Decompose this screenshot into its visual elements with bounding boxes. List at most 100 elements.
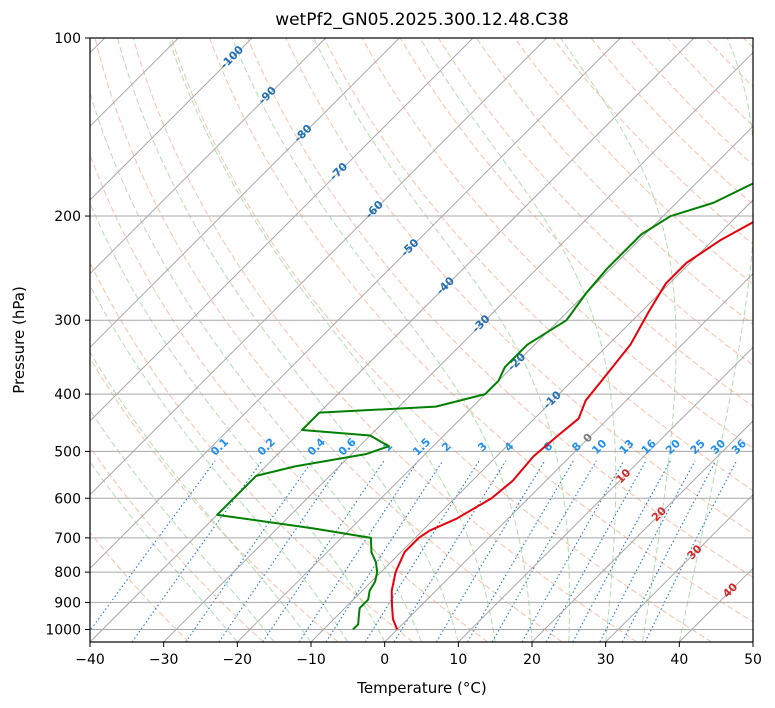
x-tick-label: 30: [597, 652, 615, 668]
isotherm-line: [752, 641, 753, 642]
isotherm-line: [163, 51, 753, 642]
dry-adiabat-line: [90, 261, 414, 642]
moist-adiabat-line: [90, 409, 275, 642]
dry-adiabat-line: [743, 38, 753, 49]
x-tick-label: 0: [380, 652, 389, 668]
mixing-ratio-label: 30: [708, 437, 728, 457]
y-tick-label: 600: [54, 491, 81, 507]
isotherm-line: [236, 125, 753, 642]
dry-adiabat-line: [590, 38, 753, 206]
dry-adiabat-line: [90, 446, 264, 642]
y-tick-label: 800: [54, 565, 81, 581]
dry-adiabat-line: [285, 38, 753, 535]
mixing-ratio-label: 16: [639, 437, 659, 457]
x-tick-label: 50: [744, 652, 762, 668]
dry-adiabat-line: [209, 38, 753, 623]
dewpoint-profile-line: [216, 182, 753, 631]
isotherm-line: [384, 272, 753, 642]
mixing-ratio-line: [467, 460, 574, 642]
y-axis-label: Pressure (hPa): [10, 286, 28, 394]
mixing-ratio-line: [521, 460, 625, 642]
dry-adiabat-line: [514, 38, 753, 285]
moist-adiabat-line: [90, 284, 349, 642]
isotherm-line: [90, 38, 474, 422]
x-tick-label: −20: [223, 652, 253, 668]
mixing-ratio-label: 20: [663, 437, 683, 457]
mixing-ratio-label: 36: [729, 437, 749, 457]
mixing-ratio-line: [435, 460, 546, 642]
x-tick-label: −10: [296, 652, 326, 668]
dry-adiabat-line: [399, 38, 753, 408]
moist-adiabat-line: [678, 38, 753, 642]
y-tick-label: 400: [54, 387, 81, 403]
y-tick-label: 100: [54, 31, 81, 47]
mixing-ratio-line: [644, 460, 738, 642]
mixing-ratio-label: 0.1: [208, 435, 231, 458]
isotherm-line: [90, 38, 400, 349]
mixing-ratio-line: [545, 460, 647, 642]
y-tick-label: 300: [54, 313, 81, 329]
mixing-ratio-line: [599, 460, 696, 642]
x-tick-label: 10: [449, 652, 467, 668]
moist-adiabat-line: [90, 202, 386, 642]
y-tick-label: 700: [54, 531, 81, 547]
dry-adiabat-line: [90, 153, 488, 642]
mixing-ratio-line: [393, 460, 507, 642]
mixing-ratio-label: 1.5: [410, 435, 433, 458]
isotherm-line: [90, 38, 695, 642]
x-axis-label: Temperature (°C): [356, 679, 486, 697]
x-tick-label: −40: [75, 652, 105, 668]
mixing-ratio-line: [364, 460, 480, 642]
mixing-ratio-line: [325, 460, 444, 642]
dry-adiabat-line: [132, 38, 638, 642]
dry-adiabat-line: [323, 38, 753, 492]
isotherm-line: [531, 420, 753, 642]
plot-frame: [89, 37, 754, 643]
moist-adiabat-line: [231, 38, 533, 642]
moist-adiabat-line: [116, 38, 459, 642]
isotherm-line: [457, 346, 753, 642]
x-tick-label: 20: [523, 652, 541, 668]
mixing-ratio-label: 3: [475, 440, 490, 455]
moist-adiabat-line: [168, 38, 496, 642]
plot-clipped: -100-90-80-70-60-50-40-30-20-10010203040…: [90, 38, 753, 642]
mixing-ratio-line: [572, 460, 671, 642]
mixing-ratio-line: [131, 460, 263, 642]
isotherm-line: [310, 199, 753, 642]
moist-adiabat-line: [313, 38, 570, 642]
temperature-profile-line: [390, 221, 753, 630]
dry-adiabat-line: [667, 38, 753, 127]
y-tick-label: 500: [54, 444, 81, 460]
moist-adiabat-line: [560, 38, 677, 642]
chart-title: wetPf2_GN05.2025.300.12.48.C38: [275, 10, 569, 30]
mixing-ratio-line: [185, 460, 313, 642]
dry-adiabat-line: [170, 38, 712, 642]
y-tick-label: 1000: [45, 622, 81, 638]
isotherm-line: [90, 38, 327, 275]
dry-adiabat-line: [438, 38, 753, 366]
mixing-ratio-line: [491, 460, 597, 642]
isotherm-line: [90, 38, 621, 570]
moist-adiabat-line: [90, 461, 238, 642]
x-tick-label: 40: [670, 652, 688, 668]
y-tick-label: 200: [54, 209, 81, 225]
mixing-ratio-label: 25: [688, 437, 708, 457]
y-tick-label: 900: [54, 595, 81, 611]
dry-adiabat-line: [90, 357, 339, 642]
isotherm-line: [605, 493, 753, 642]
mixing-ratio-label: 8: [569, 440, 584, 455]
moist-adiabat-line: [90, 351, 312, 642]
mixing-ratio-line: [218, 460, 344, 642]
mixing-ratio-line: [621, 460, 717, 642]
moist-adiabat-line: [90, 91, 422, 642]
mixing-ratio-line: [90, 460, 216, 632]
mixing-ratio-line: [262, 460, 385, 642]
dry-adiabat-line: [94, 38, 563, 642]
mixing-ratio-label: 2: [439, 440, 454, 455]
mixing-ratio-label: 0.4: [305, 435, 328, 458]
x-tick-label: −30: [149, 652, 179, 668]
mixing-ratio-label: 4: [502, 439, 517, 454]
dry-adiabat-line: [247, 38, 753, 578]
